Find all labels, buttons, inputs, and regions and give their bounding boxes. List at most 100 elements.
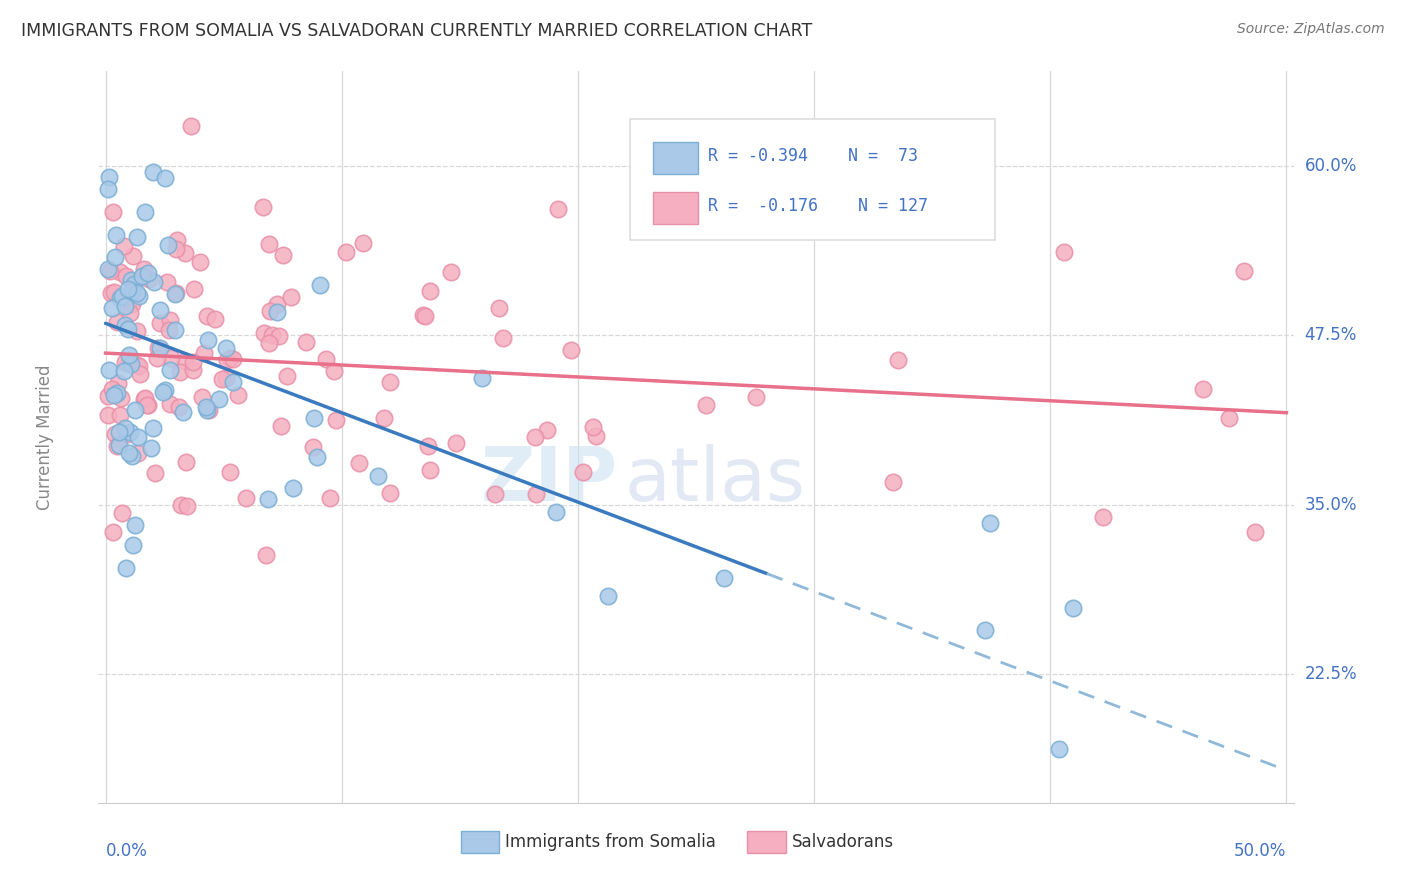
Point — [97, 388, 120, 402]
FancyBboxPatch shape — [630, 119, 995, 240]
Point — [195, 310, 218, 324]
Point — [124, 403, 146, 417]
Point — [413, 309, 436, 323]
Point — [257, 335, 280, 350]
Point — [120, 272, 142, 286]
Point — [378, 375, 401, 389]
Point — [252, 200, 274, 214]
Text: 60.0%: 60.0% — [1305, 157, 1357, 175]
Point — [122, 277, 145, 292]
Text: R =  -0.176    N = 127: R = -0.176 N = 127 — [709, 197, 928, 215]
Point — [159, 397, 181, 411]
Point — [266, 305, 288, 319]
Point — [114, 421, 136, 435]
Point — [108, 291, 131, 305]
Point — [125, 230, 148, 244]
Point — [156, 275, 179, 289]
Point — [745, 390, 768, 404]
Point — [176, 499, 198, 513]
Point — [104, 250, 127, 264]
Point — [131, 268, 153, 283]
Point — [882, 475, 904, 490]
Point — [104, 427, 127, 442]
Point — [118, 445, 141, 459]
Point — [222, 375, 245, 389]
Point — [112, 364, 135, 378]
Point — [273, 248, 295, 262]
Point — [122, 537, 145, 551]
Point — [309, 278, 332, 293]
Point — [582, 420, 605, 434]
Point — [215, 371, 238, 385]
Point — [163, 287, 186, 301]
Point — [142, 420, 165, 434]
Point — [444, 436, 467, 450]
Point — [128, 359, 150, 373]
Point — [112, 239, 135, 253]
Point — [254, 548, 277, 562]
Point — [260, 328, 283, 343]
Point — [418, 439, 440, 453]
Point — [156, 238, 179, 252]
Point — [159, 312, 181, 326]
Point — [195, 400, 218, 414]
Point — [198, 403, 221, 417]
Point — [134, 204, 156, 219]
Point — [121, 249, 143, 263]
Point — [145, 351, 167, 366]
Point — [235, 491, 257, 505]
Point — [114, 268, 136, 283]
Point — [118, 306, 141, 320]
Point — [215, 353, 238, 368]
Point — [125, 324, 148, 338]
Point — [127, 359, 149, 373]
Text: atlas: atlas — [624, 444, 806, 517]
Point — [148, 303, 170, 318]
Point — [193, 346, 215, 360]
Point — [142, 275, 165, 289]
Text: 35.0%: 35.0% — [1305, 496, 1357, 514]
FancyBboxPatch shape — [652, 142, 699, 174]
Point — [170, 498, 193, 512]
Point — [97, 170, 120, 185]
Point — [219, 465, 242, 479]
Point — [276, 369, 298, 384]
Point — [367, 469, 389, 483]
Point — [165, 242, 187, 256]
Point — [325, 412, 347, 426]
Point — [524, 430, 547, 444]
Point — [105, 315, 128, 329]
Point — [181, 363, 204, 377]
Point — [211, 372, 233, 386]
Point — [270, 419, 292, 434]
Point — [153, 384, 176, 398]
Point — [215, 341, 238, 355]
Point — [560, 343, 582, 357]
Point — [132, 392, 155, 406]
Point — [302, 411, 325, 425]
Point — [118, 425, 141, 439]
Point — [713, 571, 735, 585]
Point — [138, 272, 160, 286]
Point — [695, 398, 717, 412]
Point — [1047, 741, 1070, 756]
Point — [97, 182, 120, 196]
Point — [180, 119, 202, 133]
Point — [585, 428, 607, 442]
Text: 47.5%: 47.5% — [1305, 326, 1357, 344]
Point — [1062, 600, 1084, 615]
Point — [136, 266, 159, 280]
Point — [228, 388, 250, 402]
Point — [108, 425, 131, 440]
Point — [974, 623, 997, 637]
Point — [114, 318, 136, 332]
Point — [120, 357, 142, 371]
Point — [183, 282, 205, 296]
Point — [114, 300, 136, 314]
Point — [141, 165, 163, 179]
Text: 0.0%: 0.0% — [105, 842, 148, 860]
Point — [1218, 411, 1240, 425]
Point — [159, 363, 181, 377]
Point — [544, 505, 567, 519]
Point — [103, 524, 125, 539]
